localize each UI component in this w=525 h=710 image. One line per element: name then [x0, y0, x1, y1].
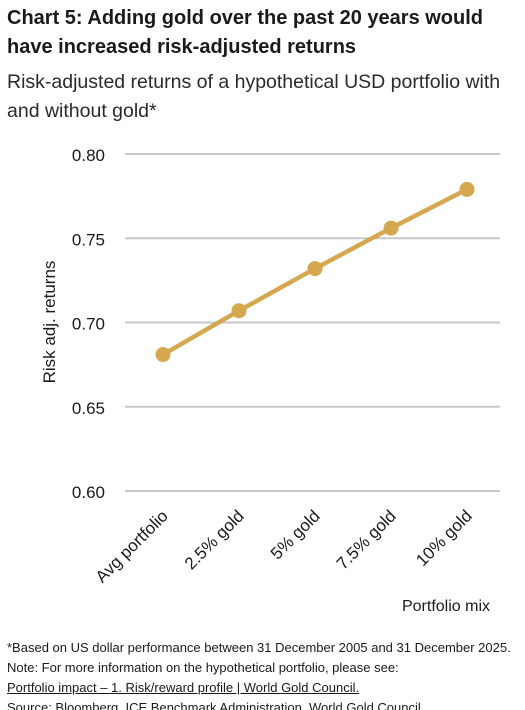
- portfolio-impact-link[interactable]: Portfolio impact – 1. Risk/reward profil…: [7, 680, 360, 695]
- y-tick-labels: 0.80 0.75 0.70 0.65 0.60: [72, 146, 105, 502]
- gridlines: [125, 153, 500, 492]
- data-point: [231, 303, 247, 319]
- y-axis-label: Risk adj. returns: [40, 261, 59, 384]
- y-tick-label: 0.70: [72, 315, 105, 334]
- data-point: [459, 181, 475, 197]
- data-point: [307, 261, 323, 277]
- source-text: Source: Bloomberg, ICE Benchmark Adminis…: [7, 700, 421, 710]
- x-tick-label: 7.5% gold: [333, 506, 400, 573]
- footnote: *Based on US dollar performance between …: [7, 638, 522, 710]
- x-tick-label: 5% gold: [267, 506, 324, 563]
- series-gold: [155, 181, 475, 363]
- chart-subtitle: Risk-adjusted returns of a hypothetical …: [7, 71, 501, 122]
- y-tick-label: 0.60: [72, 483, 105, 502]
- footnote-text: *Based on US dollar performance between …: [7, 640, 511, 675]
- chart-title: Chart 5: Adding gold over the past 20 ye…: [7, 7, 484, 58]
- data-point: [155, 347, 171, 363]
- x-tick-label: 2.5% gold: [181, 506, 248, 573]
- x-tick-label: 10% gold: [412, 506, 476, 570]
- data-point: [383, 220, 399, 236]
- y-tick-label: 0.75: [72, 230, 105, 249]
- x-tick-label: Avg portfolio: [92, 506, 172, 586]
- line-chart: 0.80 0.75 0.70 0.65 0.60 Avg portfolio 2.5% g…: [40, 146, 500, 615]
- x-axis-label: Portfolio mix: [402, 598, 490, 615]
- y-tick-label: 0.65: [72, 399, 105, 418]
- y-tick-label: 0.80: [72, 146, 105, 165]
- x-tick-labels: Avg portfolio 2.5% gold 5% gold 7.5% gold 10…: [92, 506, 476, 586]
